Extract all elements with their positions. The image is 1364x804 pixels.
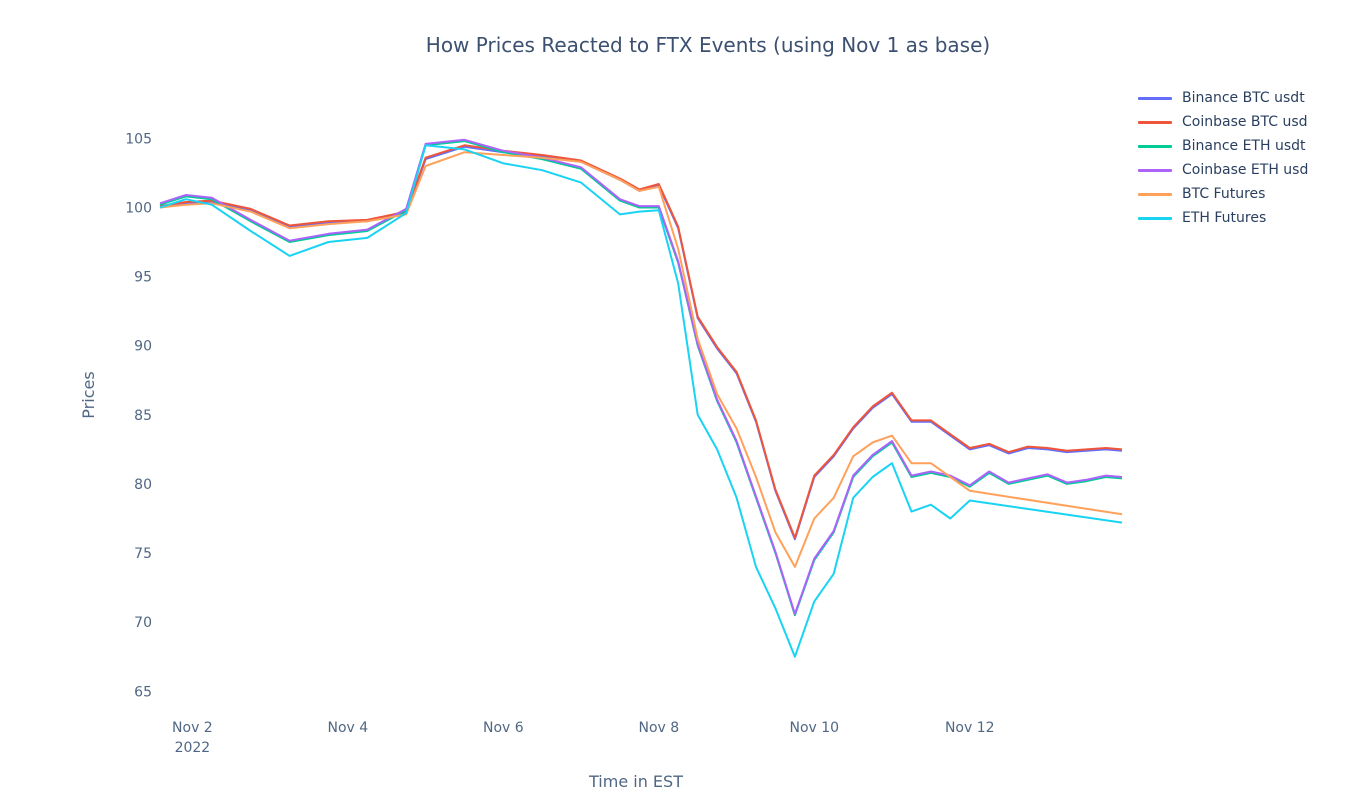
x-axis-title: Time in EST	[588, 772, 683, 791]
y-tick-label: 85	[134, 408, 152, 424]
y-tick-label: 80	[134, 477, 152, 493]
legend-item-5[interactable]: BTC Futures	[1138, 182, 1308, 206]
legend-label: ETH Futures	[1182, 210, 1267, 226]
legend-label: Binance ETH usdt	[1182, 138, 1306, 154]
y-axis-ticks: 65 70 75 80 85 90 95 100 105	[125, 131, 152, 700]
y-tick-label: 70	[134, 615, 152, 631]
legend-swatch	[1138, 144, 1172, 148]
y-tick-label: 105	[125, 131, 152, 147]
legend-item-1[interactable]: Binance BTC usdt	[1138, 86, 1308, 110]
legend-item-6[interactable]: ETH Futures	[1138, 206, 1308, 230]
x-tick-label: Nov 2	[172, 720, 213, 736]
chart-title: How Prices Reacted to FTX Events (using …	[425, 33, 991, 57]
series-lines	[159, 138, 1123, 658]
series-line-6[interactable]	[159, 144, 1123, 658]
series-line-5[interactable]	[159, 151, 1123, 568]
y-tick-label: 90	[134, 339, 152, 355]
legend-item-3[interactable]: Binance ETH usdt	[1138, 134, 1308, 158]
legend-label: Coinbase ETH usd	[1182, 162, 1309, 178]
y-tick-label: 95	[134, 270, 152, 286]
legend-item-4[interactable]: Coinbase ETH usd	[1138, 158, 1308, 182]
x-tick-label: Nov 10	[789, 720, 839, 736]
x-tick-label: Nov 4	[328, 720, 369, 736]
x-tick-label: Nov 12	[945, 720, 995, 736]
series-line-4[interactable]	[159, 138, 1123, 615]
legend: Binance BTC usdt Coinbase BTC usd Binance …	[1138, 86, 1308, 230]
y-axis-title: Prices	[79, 371, 98, 418]
legend-label: Coinbase BTC usd	[1182, 114, 1308, 130]
y-tick-label: 100	[125, 200, 152, 216]
legend-swatch	[1138, 192, 1172, 196]
x-tick-label: Nov 6	[483, 720, 524, 736]
x-tick-sublabel: 2022	[175, 740, 211, 756]
legend-swatch	[1138, 120, 1172, 124]
legend-label: BTC Futures	[1182, 186, 1266, 202]
x-tick-label: Nov 8	[638, 720, 679, 736]
y-tick-label: 75	[134, 546, 152, 562]
y-tick-label: 65	[134, 684, 152, 700]
legend-swatch	[1138, 216, 1172, 220]
legend-label: Binance BTC usdt	[1182, 90, 1305, 106]
legend-item-2[interactable]: Coinbase BTC usd	[1138, 110, 1308, 134]
legend-swatch	[1138, 168, 1172, 172]
series-line-2[interactable]	[159, 144, 1123, 539]
x-axis-ticks: Nov 2 2022 Nov 4 Nov 6 Nov 8 Nov 10 Nov 12	[172, 720, 995, 756]
legend-swatch	[1138, 96, 1172, 100]
